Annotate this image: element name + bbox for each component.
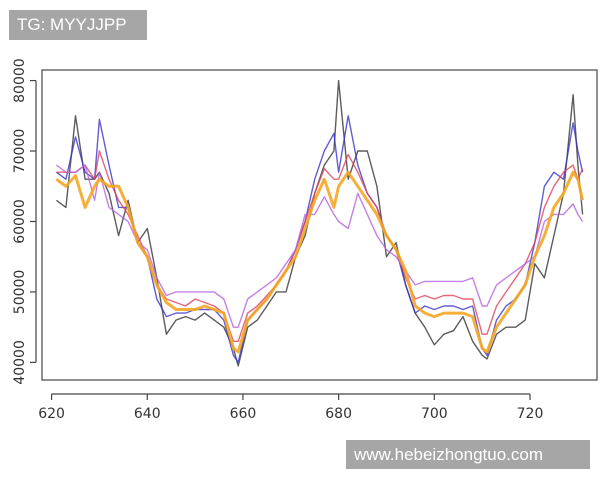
series-layer [55, 79, 585, 367]
y-tick-label: 50000 [12, 270, 28, 315]
plot-frame [41, 69, 598, 381]
y-tick-label: 40000 [12, 340, 28, 385]
x-tick-label: 720 [517, 406, 544, 422]
y-tick-label: 60000 [12, 199, 28, 244]
series-line-4 [55, 164, 584, 328]
x-tick-label: 640 [134, 406, 161, 422]
x-tick-label: 700 [421, 406, 448, 422]
axes-layer: 620 640 660 680 700 720 40000 50000 60000 70000 80… [12, 58, 543, 422]
series-line-5 [55, 170, 585, 354]
series-line-3 [56, 150, 584, 342]
y-tick-label: 80000 [12, 58, 28, 103]
x-tick-label: 620 [38, 406, 65, 422]
y-tick-label: 70000 [12, 129, 28, 174]
bottom-right-label: www.hebeizhongtuo.com [346, 440, 590, 469]
series-line-1 [55, 79, 584, 367]
x-tick-label: 660 [230, 406, 257, 422]
top-left-label: TG: MYYJJPP [9, 10, 147, 40]
x-tick-label: 680 [325, 406, 352, 422]
